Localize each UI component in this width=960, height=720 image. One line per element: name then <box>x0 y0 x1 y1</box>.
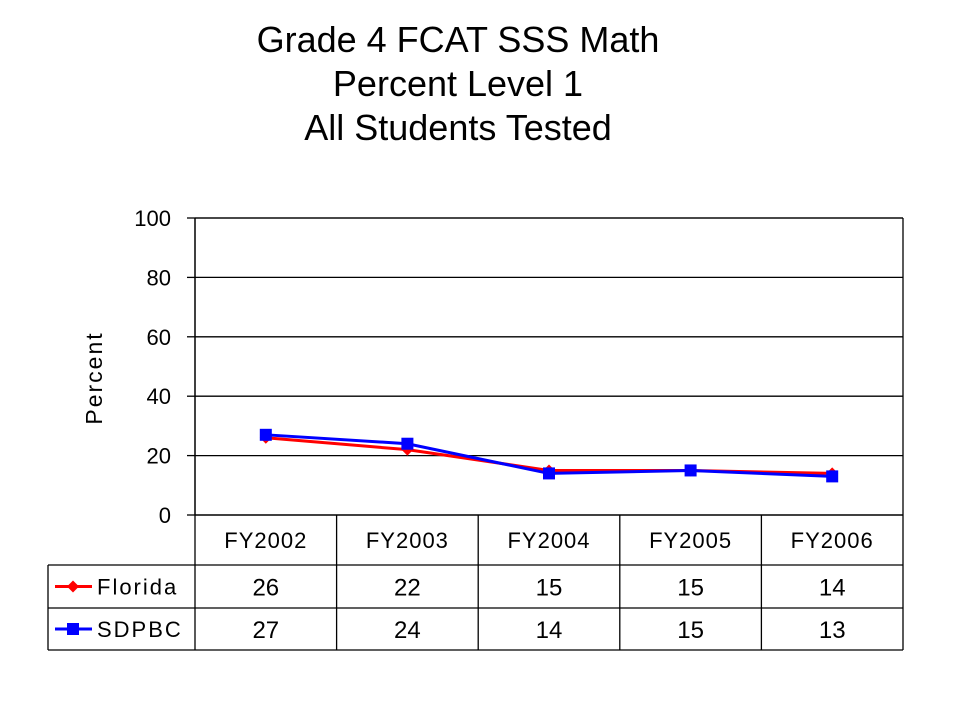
table-cell: 14 <box>819 575 846 602</box>
table-cell: 13 <box>819 617 846 644</box>
legend-label-florida: Florida <box>97 575 178 600</box>
chart-title: Grade 4 FCAT SSS Math Percent Level 1 Al… <box>0 18 916 150</box>
x-category-label: FY2005 <box>649 528 732 553</box>
x-category-label: FY2004 <box>507 528 590 553</box>
y-tick-label: 60 <box>147 325 171 350</box>
table-cell: 15 <box>536 575 563 602</box>
data-point-sdpbc <box>543 467 555 480</box>
y-tick-label: 80 <box>147 265 171 290</box>
y-tick-label: 20 <box>147 444 171 469</box>
x-category-label: FY2003 <box>366 528 449 553</box>
table-cell: 26 <box>252 575 279 602</box>
chart-title-line-1: Grade 4 FCAT SSS Math <box>256 19 660 60</box>
y-tick-label: 0 <box>159 503 171 528</box>
data-point-sdpbc <box>826 470 839 483</box>
x-category-label: FY2002 <box>224 528 307 553</box>
table-cell: 24 <box>394 617 421 644</box>
y-tick-label: 40 <box>147 384 171 409</box>
table-cell: 15 <box>677 617 704 644</box>
data-point-sdpbc <box>401 437 414 450</box>
y-axis-label: Percent <box>81 331 107 424</box>
data-point-sdpbc <box>684 464 697 477</box>
table-cell: 22 <box>394 575 421 602</box>
data-point-sdpbc <box>259 428 272 441</box>
x-category-label: FY2006 <box>791 528 874 553</box>
table-cell: 27 <box>252 617 279 644</box>
legend-marker-florida <box>67 580 79 593</box>
legend-label-sdpbc: SDPBC <box>97 617 183 642</box>
chart-title-line-3: All Students Tested <box>304 107 612 148</box>
table-cell: 15 <box>677 575 704 602</box>
table-cell: 14 <box>536 617 563 644</box>
y-tick-label: 100 <box>134 206 171 231</box>
chart-title-line-2: Percent Level 1 <box>332 63 584 104</box>
legend-marker-sdpbc <box>67 623 79 635</box>
